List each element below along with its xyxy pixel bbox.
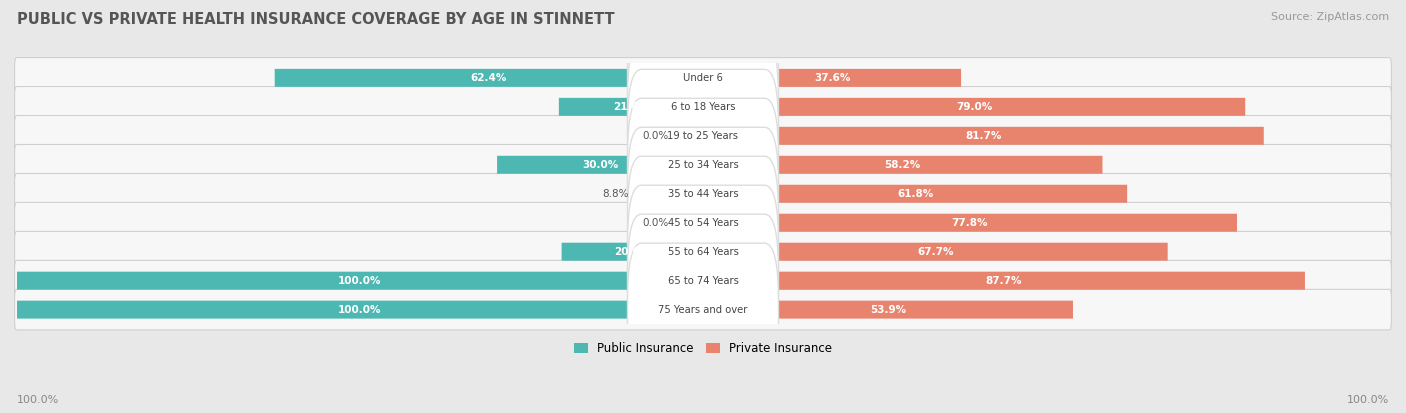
Text: 75 Years and over: 75 Years and over xyxy=(658,305,748,315)
FancyBboxPatch shape xyxy=(14,231,1392,272)
FancyBboxPatch shape xyxy=(703,98,1246,116)
Text: Source: ZipAtlas.com: Source: ZipAtlas.com xyxy=(1271,12,1389,22)
FancyBboxPatch shape xyxy=(14,57,1392,98)
Text: 30.0%: 30.0% xyxy=(582,160,619,170)
FancyBboxPatch shape xyxy=(14,145,1392,185)
Text: 100.0%: 100.0% xyxy=(337,275,381,286)
Text: 100.0%: 100.0% xyxy=(17,395,59,405)
FancyBboxPatch shape xyxy=(703,301,1073,318)
FancyBboxPatch shape xyxy=(14,290,1392,330)
FancyBboxPatch shape xyxy=(627,12,779,144)
Text: 35 to 44 Years: 35 to 44 Years xyxy=(668,189,738,199)
Text: Under 6: Under 6 xyxy=(683,73,723,83)
Text: 8.8%: 8.8% xyxy=(602,189,628,199)
Text: 67.7%: 67.7% xyxy=(917,247,953,257)
Text: 45 to 54 Years: 45 to 54 Years xyxy=(668,218,738,228)
FancyBboxPatch shape xyxy=(14,116,1392,156)
FancyBboxPatch shape xyxy=(627,127,779,260)
FancyBboxPatch shape xyxy=(558,98,703,116)
FancyBboxPatch shape xyxy=(14,260,1392,301)
Text: 55 to 64 Years: 55 to 64 Years xyxy=(668,247,738,257)
Text: 81.7%: 81.7% xyxy=(965,131,1001,141)
FancyBboxPatch shape xyxy=(561,243,703,261)
Text: 6 to 18 Years: 6 to 18 Years xyxy=(671,102,735,112)
FancyBboxPatch shape xyxy=(703,127,1264,145)
Text: 65 to 74 Years: 65 to 74 Years xyxy=(668,275,738,286)
FancyBboxPatch shape xyxy=(703,185,1128,203)
Text: 0.0%: 0.0% xyxy=(643,218,669,228)
Text: 79.0%: 79.0% xyxy=(956,102,993,112)
FancyBboxPatch shape xyxy=(643,185,703,203)
FancyBboxPatch shape xyxy=(498,156,703,174)
FancyBboxPatch shape xyxy=(703,69,962,87)
Text: 37.6%: 37.6% xyxy=(814,73,851,83)
Legend: Public Insurance, Private Insurance: Public Insurance, Private Insurance xyxy=(569,337,837,360)
Text: PUBLIC VS PRIVATE HEALTH INSURANCE COVERAGE BY AGE IN STINNETT: PUBLIC VS PRIVATE HEALTH INSURANCE COVER… xyxy=(17,12,614,27)
Text: 87.7%: 87.7% xyxy=(986,275,1022,286)
Text: 100.0%: 100.0% xyxy=(1347,395,1389,405)
FancyBboxPatch shape xyxy=(14,173,1392,214)
Text: 77.8%: 77.8% xyxy=(952,218,988,228)
FancyBboxPatch shape xyxy=(627,156,779,289)
FancyBboxPatch shape xyxy=(682,214,703,232)
FancyBboxPatch shape xyxy=(17,301,703,318)
FancyBboxPatch shape xyxy=(17,272,703,290)
FancyBboxPatch shape xyxy=(682,127,703,145)
FancyBboxPatch shape xyxy=(703,214,1237,232)
Text: 19 to 25 Years: 19 to 25 Years xyxy=(668,131,738,141)
FancyBboxPatch shape xyxy=(14,202,1392,243)
FancyBboxPatch shape xyxy=(627,185,779,318)
FancyBboxPatch shape xyxy=(627,69,779,202)
Text: 58.2%: 58.2% xyxy=(884,160,921,170)
Text: 25 to 34 Years: 25 to 34 Years xyxy=(668,160,738,170)
FancyBboxPatch shape xyxy=(703,243,1167,261)
FancyBboxPatch shape xyxy=(703,156,1102,174)
Text: 61.8%: 61.8% xyxy=(897,189,934,199)
FancyBboxPatch shape xyxy=(14,87,1392,127)
FancyBboxPatch shape xyxy=(627,40,779,173)
Text: 100.0%: 100.0% xyxy=(337,305,381,315)
FancyBboxPatch shape xyxy=(703,272,1305,290)
Text: 0.0%: 0.0% xyxy=(643,131,669,141)
Text: 20.6%: 20.6% xyxy=(614,247,651,257)
FancyBboxPatch shape xyxy=(627,214,779,347)
Text: 62.4%: 62.4% xyxy=(471,73,508,83)
Text: 53.9%: 53.9% xyxy=(870,305,905,315)
FancyBboxPatch shape xyxy=(627,243,779,376)
Text: 21.0%: 21.0% xyxy=(613,102,650,112)
FancyBboxPatch shape xyxy=(274,69,703,87)
FancyBboxPatch shape xyxy=(627,98,779,231)
